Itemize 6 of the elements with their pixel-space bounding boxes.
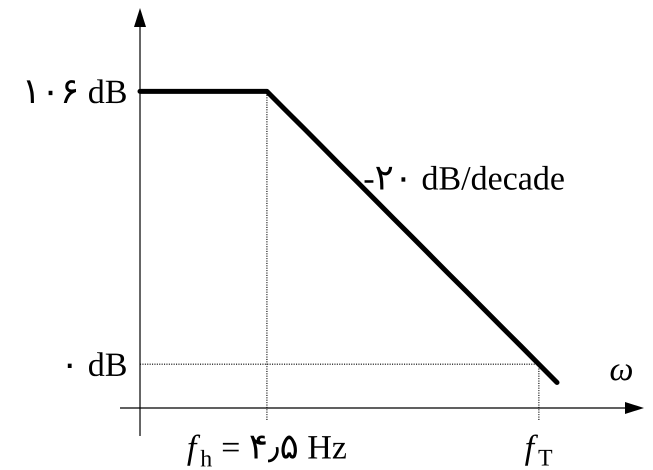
x-tick-label: f$_{h}$ = ۴٫۵ Hz: [187, 434, 346, 466]
x-tick-label: f$_{T}$: [525, 434, 552, 466]
annotation: -۲۰ dB/decade: [364, 166, 564, 190]
y-tick-label: ۰ dB: [68, 352, 126, 376]
y-tick-label: ۱۰۶ dB: [26, 79, 126, 104]
x-axis-title: ω: [610, 364, 632, 380]
